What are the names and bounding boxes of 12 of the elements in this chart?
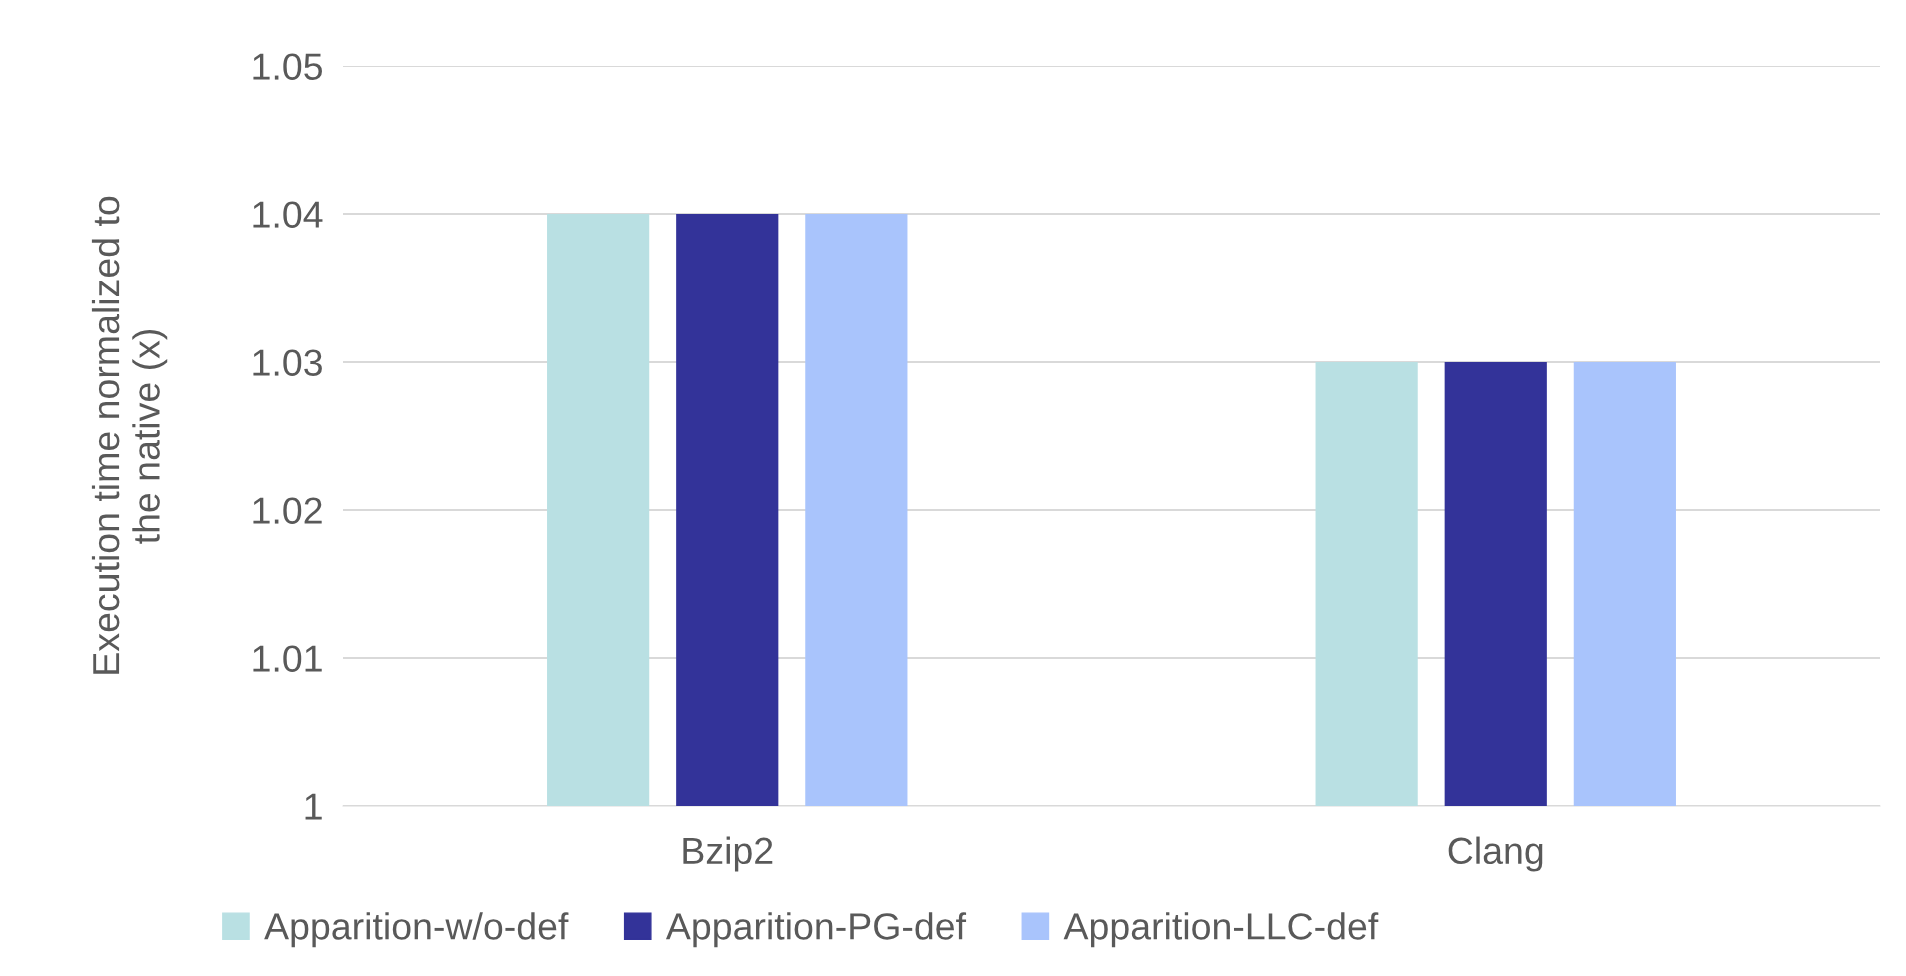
y-tick-label: 1.04 [253,201,323,228]
x-tick-label: Bzip2 [683,836,773,872]
y-tick-label: 1.02 [253,497,322,524]
y-tick-label: 1.01 [253,645,322,672]
x-tick-label: Clang [1448,836,1543,872]
y-tick-label: 1.03 [253,349,322,376]
y-axis-title: Execution time normalized to the native (x) [91,196,168,674]
y-tick-label: 1 [305,793,322,820]
legend-label: Apparition-w/o-def [264,912,569,948]
legend-label: Apparition-LLC-def [1063,912,1379,948]
legend-label: Apparition-PG-def [665,912,967,948]
y-tick-label: 1.05 [253,53,322,80]
